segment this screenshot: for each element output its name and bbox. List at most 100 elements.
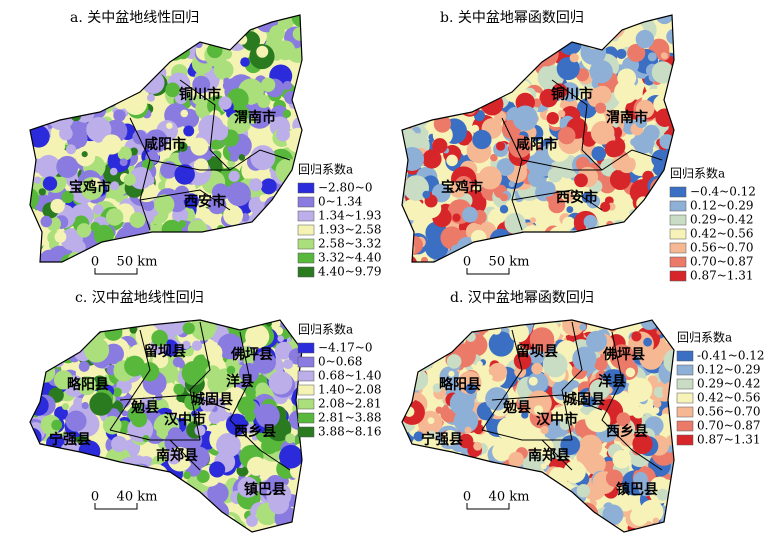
map-patch — [253, 351, 276, 374]
map-patch — [92, 204, 104, 215]
map-patch — [146, 524, 167, 532]
map-patch — [154, 194, 175, 215]
map-patch — [433, 115, 452, 133]
legend-label: 1.34~1.93 — [318, 209, 382, 223]
map-patch — [121, 503, 142, 524]
map-patch — [442, 430, 458, 446]
map-patch — [291, 15, 302, 28]
map-patch — [186, 519, 198, 531]
map-patch — [237, 476, 259, 498]
map-patch — [52, 60, 75, 83]
map-patch — [566, 206, 574, 214]
map-patch — [635, 99, 655, 119]
map-patch — [76, 69, 96, 89]
map-patch — [485, 467, 508, 490]
legend-label: 0~1.34 — [318, 195, 363, 209]
map-patch — [624, 227, 647, 250]
map-patch — [426, 320, 441, 330]
legend-label: 4.40~9.79 — [318, 265, 382, 279]
map-patch — [403, 387, 414, 399]
region-outline — [29, 319, 303, 533]
map-patch — [428, 472, 455, 498]
map-patch — [44, 54, 52, 62]
map-patch — [165, 246, 190, 262]
map-patch — [644, 258, 655, 262]
legend-label: −4.17~0 — [318, 341, 372, 355]
map-patch — [31, 51, 52, 72]
map-patch — [537, 505, 563, 532]
map-patch — [521, 411, 529, 419]
map-patch — [427, 430, 437, 440]
map-patch — [438, 497, 457, 517]
map-patch — [125, 513, 143, 531]
map-patch — [436, 320, 459, 338]
map-patch — [33, 54, 47, 67]
map-patch — [30, 347, 50, 368]
map-patch — [45, 15, 60, 25]
map-patch — [403, 63, 424, 85]
map-patch — [428, 40, 450, 63]
map-patch — [112, 387, 122, 397]
map-patch — [411, 502, 436, 527]
map-patch — [609, 169, 631, 190]
map-patch — [541, 516, 549, 524]
map-patch — [30, 450, 32, 458]
scale-label: 40 km — [117, 490, 158, 505]
map-patch — [402, 332, 421, 357]
legend-label: −0.4~0.12 — [690, 185, 756, 199]
map-patch — [608, 242, 623, 257]
map-patch — [211, 183, 230, 201]
map-patch — [528, 376, 538, 386]
map-patch — [502, 67, 515, 79]
map-patch — [180, 519, 206, 532]
map-patch — [252, 224, 267, 240]
legend-swatch — [297, 384, 315, 396]
map-patch — [243, 231, 267, 255]
map-patch — [277, 335, 284, 342]
map-patch — [30, 216, 38, 233]
map-patch — [547, 167, 563, 183]
map-patch — [483, 504, 500, 521]
map-patch — [424, 494, 439, 509]
map-patch — [63, 331, 81, 349]
legend-swatch — [676, 420, 694, 432]
map-patch — [478, 166, 502, 190]
map-patch — [402, 365, 409, 373]
map-patch — [456, 517, 481, 532]
map-patch — [497, 62, 504, 69]
map-patch — [57, 24, 66, 33]
map-patch — [402, 53, 413, 74]
map-patch — [197, 15, 222, 33]
map-patch — [129, 516, 142, 529]
legend-label: 0.68~1.40 — [318, 369, 382, 383]
map-patch — [417, 40, 430, 54]
map-patch — [402, 481, 414, 505]
map-patch — [44, 18, 61, 35]
map-patch — [538, 483, 556, 501]
map-patch — [165, 82, 180, 98]
map-patch — [45, 489, 67, 511]
map-patch — [511, 78, 524, 91]
map-patch — [403, 457, 418, 473]
map-patch — [227, 525, 244, 532]
map-patch — [66, 144, 77, 155]
map-patch — [58, 31, 84, 57]
map-patch — [402, 498, 416, 518]
map-patch — [80, 202, 89, 210]
map-patch — [218, 252, 245, 262]
map-patch — [670, 481, 674, 489]
legend-swatch — [297, 252, 315, 264]
map-patch — [205, 31, 214, 40]
map-patch — [652, 406, 660, 414]
legend-label: 1.93~2.58 — [318, 223, 382, 237]
map-patch — [417, 69, 439, 90]
map-patch — [494, 33, 501, 41]
legend-label: 0.29~0.42 — [697, 377, 761, 391]
place-label: 铜川市 — [551, 86, 593, 103]
map-patch — [416, 75, 436, 96]
map-patch — [30, 502, 33, 510]
map-patch — [233, 16, 245, 28]
map-patch — [446, 255, 456, 262]
map-patch — [612, 121, 620, 128]
